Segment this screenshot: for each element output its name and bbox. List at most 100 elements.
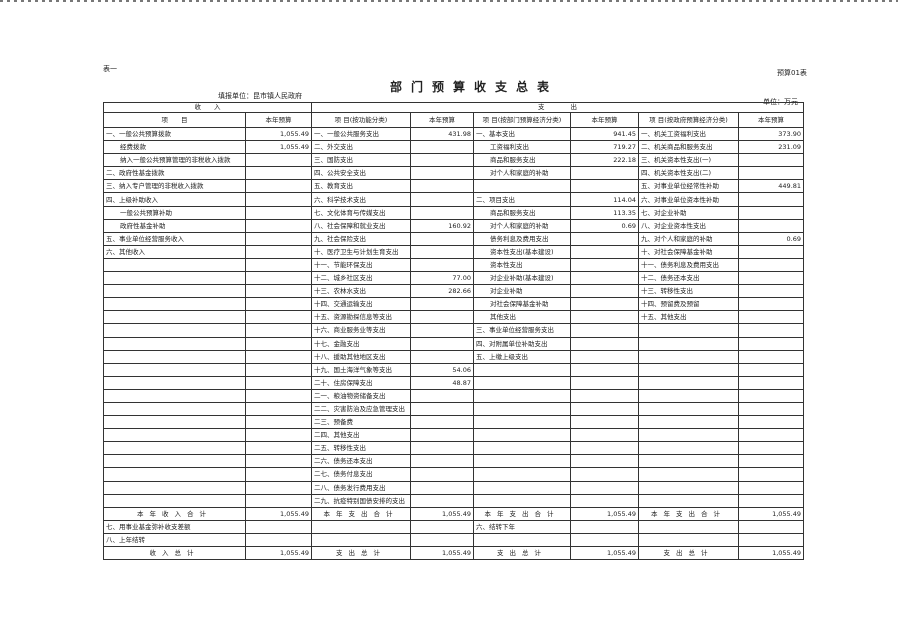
government-item-value (737, 166, 805, 181)
government-item-value (737, 205, 805, 220)
total-label (311, 532, 411, 548)
income-item-value (245, 205, 312, 220)
functional-item-value: 431.98 (410, 126, 474, 142)
income-item-label (103, 297, 246, 312)
government-item-label: 七、对企业补助 (638, 205, 739, 220)
income-item-value (245, 336, 312, 351)
total-value (410, 519, 474, 534)
table-row: 六、其他收入 十、医疗卫生与计划生育支出 资本性支出(基本建设) 十、对社会保障基金补… (103, 244, 805, 259)
departmental-item-label: 对个人和家庭的补助 (473, 218, 571, 233)
income-item-label (103, 401, 246, 417)
government-item-label (638, 323, 739, 338)
total-value: 1,055.49 (410, 545, 474, 561)
government-item-label: 九、对个人和家庭的补助 (638, 231, 739, 246)
table-row: 二四、其他支出 (103, 428, 805, 443)
total-label: 本年收入合计 (103, 506, 246, 521)
income-item-value (245, 493, 312, 508)
functional-item-value (410, 153, 474, 168)
functional-item-label: 二六、债务还本支出 (311, 454, 411, 469)
functional-item-label: 二四、其他支出 (311, 428, 411, 443)
government-item-label: 六、对事业单位资本性补助 (638, 192, 739, 207)
government-item-label: 二、机关商品和服务支出 (638, 140, 739, 155)
functional-item-label: 十六、商业服务业等支出 (311, 323, 411, 338)
income-item-label: 经费拨款 (103, 140, 246, 155)
functional-item-label: 二八、债务发行费用支出 (311, 480, 411, 495)
total-value: 1,055.49 (245, 506, 312, 521)
government-item-value (737, 441, 805, 456)
total-label: 七、用事业基金弥补收支差额 (103, 519, 246, 534)
total-label (473, 532, 571, 548)
table-row: 十三、农林水支出 282.66 对企业补助 十三、转移性支出 (103, 284, 805, 299)
government-item-value (737, 297, 805, 312)
functional-item-value: 54.06 (410, 362, 474, 377)
total-label: 本年支出合计 (473, 506, 571, 521)
government-item-value (737, 362, 805, 377)
departmental-item-value (570, 166, 639, 181)
functional-item-label: 十九、国土海洋气象等支出 (311, 362, 411, 377)
government-item-label: 八、对企业资本性支出 (638, 218, 739, 233)
government-item-label: 十二、债务还本支出 (638, 271, 739, 286)
departmental-item-value (570, 179, 639, 194)
total-value: 1,055.49 (245, 545, 312, 561)
departmental-item-value (570, 467, 639, 482)
departmental-item-label (473, 415, 571, 430)
total-value: 1,055.49 (737, 506, 805, 521)
departmental-item-label: 四、对附属单位补助支出 (473, 336, 571, 351)
table-row: 二二、灾害防治及应急管理支出 (103, 401, 805, 417)
income-item-label (103, 323, 246, 338)
table-row: 十四、交通运输支出 对社会保障基金补助 十四、预留费及预留 (103, 297, 805, 312)
table-row: 十九、国土海洋气象等支出 54.06 (103, 362, 805, 377)
government-item-label: 四、机关资本性支出(二) (638, 166, 739, 181)
departmental-item-label (473, 467, 571, 482)
functional-item-value: 160.92 (410, 218, 474, 233)
departmental-item-value: 0.69 (570, 218, 639, 233)
departmental-item-label (473, 179, 571, 194)
functional-item-label: 二十、住房保障支出 (311, 375, 411, 390)
column-header-row: 项 目本年预算项 目(按功能分类) 本年预算项 目(按部门预算经济分类) 本年预算项… (103, 112, 805, 128)
departmental-item-label: 五、上缴上级支出 (473, 349, 571, 364)
total-value (570, 519, 639, 534)
functional-item-label: 二五、转移性支出 (311, 441, 411, 456)
departmental-item-value: 114.04 (570, 192, 639, 207)
table-row: 二三、预备费 (103, 415, 805, 430)
government-item-label (638, 349, 739, 364)
government-item-label (638, 336, 739, 351)
functional-item-value (410, 467, 474, 482)
income-item-value (245, 284, 312, 299)
government-item-value (737, 218, 805, 233)
income-item-label (103, 467, 246, 482)
income-item-label (103, 375, 246, 390)
income-item-value (245, 257, 312, 273)
functional-item-value (410, 336, 474, 351)
budget-summary-table: 收 入 支 出 项 目本年预算项 目(按功能分类) 本年预算项 目(按部门预算经济… (103, 102, 805, 561)
departmental-item-label (473, 493, 571, 508)
departmental-item-value (570, 441, 639, 456)
departmental-item-label: 对企业补助(基本建设) (473, 271, 571, 286)
government-item-label (638, 375, 739, 390)
functional-item-value: 48.87 (410, 375, 474, 390)
functional-item-label: 十三、农林水支出 (311, 284, 411, 299)
departmental-item-label: 对社会保障基金补助 (473, 297, 571, 312)
income-item-label (103, 336, 246, 351)
government-item-label: 十一、债务利息及费用支出 (638, 257, 739, 273)
column-header: 本年预算 (737, 112, 805, 128)
departmental-item-value (570, 284, 639, 299)
departmental-item-value (570, 493, 639, 508)
functional-item-label: 六、科学技术支出 (311, 192, 411, 207)
departmental-item-label: 资本性支出 (473, 257, 571, 273)
government-item-value: 231.09 (737, 140, 805, 155)
departmental-item-label: 三、事业单位经营服务支出 (473, 323, 571, 338)
government-item-label: 十四、预留费及预留 (638, 297, 739, 312)
income-item-label: 纳入一般公共预算管理的非税收入拨款 (103, 153, 246, 168)
departmental-item-label: 商品和服务支出 (473, 205, 571, 220)
functional-item-label: 二二、灾害防治及应急管理支出 (311, 401, 411, 417)
functional-item-value (410, 388, 474, 403)
functional-item-value (410, 297, 474, 312)
departmental-item-label: 对企业补助 (473, 284, 571, 299)
table-row: 十六、商业服务业等支出 三、事业单位经营服务支出 (103, 323, 805, 338)
income-item-value (245, 401, 312, 417)
government-item-value (737, 480, 805, 495)
table-row: 二五、转移性支出 (103, 441, 805, 456)
scan-edge-artifact (0, 0, 898, 2)
income-item-value (245, 454, 312, 469)
